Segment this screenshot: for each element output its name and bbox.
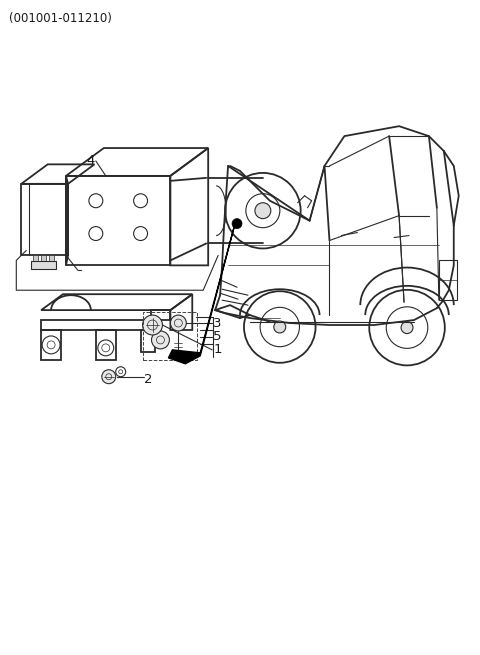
Bar xyxy=(49,255,54,263)
Circle shape xyxy=(255,203,271,219)
Bar xyxy=(31,261,56,269)
Polygon shape xyxy=(168,223,235,364)
Text: 2: 2 xyxy=(144,373,152,386)
Bar xyxy=(143,312,197,360)
Bar xyxy=(439,261,457,300)
Text: 1: 1 xyxy=(213,343,222,356)
Circle shape xyxy=(274,321,286,333)
Text: 3: 3 xyxy=(213,316,222,329)
Circle shape xyxy=(143,315,162,335)
Text: 5: 5 xyxy=(213,330,222,343)
Circle shape xyxy=(152,331,169,349)
Circle shape xyxy=(102,370,116,384)
Text: (001001-011210): (001001-011210) xyxy=(9,12,112,25)
Circle shape xyxy=(401,322,413,333)
Circle shape xyxy=(232,219,242,229)
Circle shape xyxy=(170,315,186,331)
Bar xyxy=(33,255,38,263)
Bar xyxy=(41,255,46,263)
Text: 4: 4 xyxy=(86,155,94,168)
